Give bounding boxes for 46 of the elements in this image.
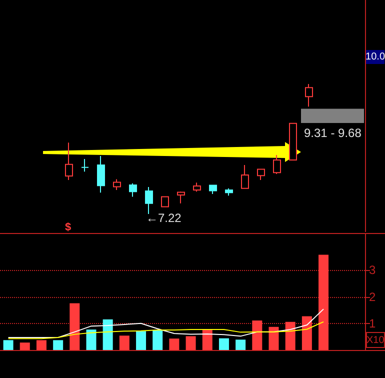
y-tick-label: 3 <box>369 263 376 278</box>
candlestick <box>193 182 201 192</box>
text: 10.0 <box>366 52 385 62</box>
candlestick <box>113 178 121 190</box>
bar <box>102 319 113 350</box>
bar <box>285 322 296 350</box>
bar <box>252 320 262 350</box>
candlestick <box>209 184 217 194</box>
bar <box>169 338 180 350</box>
bar <box>86 330 96 350</box>
annotation: ←7.22 <box>146 211 182 225</box>
line-series <box>8 321 324 340</box>
line-series <box>8 308 324 338</box>
text: $ <box>65 222 72 234</box>
candlestick <box>65 142 73 180</box>
candlestick <box>305 84 313 108</box>
candlestick <box>161 196 169 208</box>
bar <box>186 336 196 350</box>
candlestick <box>257 168 265 180</box>
candlestick <box>145 186 153 214</box>
candlestick <box>129 182 137 198</box>
y-tick-label: 1 <box>369 316 376 330</box>
bar <box>318 254 329 350</box>
bar <box>53 340 64 350</box>
candlestick <box>177 191 185 204</box>
candlestick <box>273 154 281 174</box>
candlestick <box>97 156 105 194</box>
bar <box>36 340 46 350</box>
bar <box>302 316 312 350</box>
bar <box>20 342 30 350</box>
bar <box>268 326 279 350</box>
bar <box>236 340 246 350</box>
bar <box>152 330 163 350</box>
bar <box>218 338 229 350</box>
bar <box>202 330 212 350</box>
y-tick-label: 2 <box>369 290 376 304</box>
candlestick <box>289 122 297 161</box>
candlestick <box>225 188 233 196</box>
candlestick <box>241 164 249 189</box>
bar <box>3 340 14 350</box>
candlestick <box>81 158 89 172</box>
bar <box>119 336 130 350</box>
bar <box>136 331 146 350</box>
y-axis-title: X10 <box>366 335 385 346</box>
bar <box>70 303 80 350</box>
band-label: 9.31 - 9.68 <box>304 126 362 140</box>
